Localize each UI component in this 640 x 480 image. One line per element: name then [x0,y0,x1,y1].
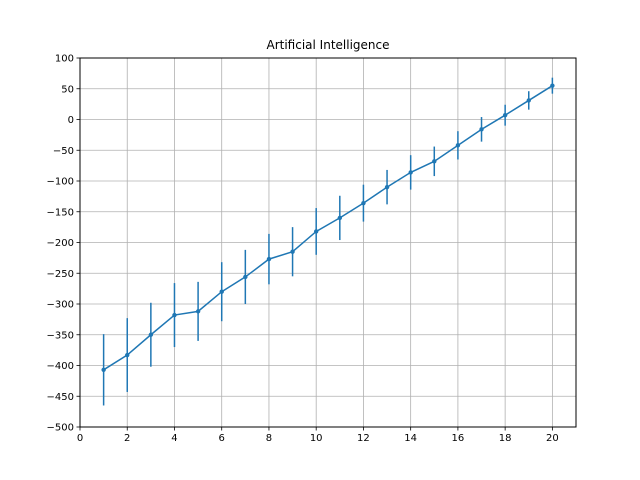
x-tick-label: 18 [499,433,512,444]
y-tick-label: −50 [53,146,74,157]
data-point [243,274,248,280]
y-tick-label: −300 [47,300,74,311]
y-tick-label: −150 [47,207,74,218]
x-tick-label: 16 [452,433,465,444]
data-point [290,249,295,254]
data-point [148,332,154,337]
data-point [101,367,106,373]
data-points [101,83,555,373]
data-point [266,256,272,262]
x-tick-label: 20 [546,433,559,444]
y-tick-label: 100 [55,54,74,65]
data-point [361,200,366,206]
y-tick-label: −500 [47,423,74,434]
series-line [103,85,553,371]
data-point [313,229,319,234]
y-tick-label: −350 [47,330,74,341]
data-point [502,112,508,118]
data-point [384,184,390,190]
data-point [337,215,343,221]
data-point [172,312,177,318]
x-tick-label: 6 [219,433,225,444]
x-tick-label: 4 [171,433,177,444]
y-tick-label: 0 [68,115,74,126]
y-tick-label: −250 [47,269,74,280]
data-point [195,309,201,314]
y-tick-label: −400 [47,361,74,372]
x-tick-label: 12 [357,433,370,444]
x-tick-label: 10 [310,433,323,444]
data-point [479,127,484,132]
data-point [550,83,555,88]
x-tick-label: 0 [77,433,83,444]
data-point [219,289,224,294]
x-tick-label: 14 [404,433,417,444]
y-tick-label: −100 [47,177,74,188]
series-line-layer [103,85,553,371]
data-point [432,159,437,164]
x-tick-label: 2 [124,433,130,444]
data-point [526,98,531,103]
data-point [125,352,130,358]
axis-ticks: 0 2 4 6 8 10 12 14 16 18 20−500−450−400−350−300−25… [47,54,559,445]
grid [79,57,576,428]
y-tick-label: −450 [47,392,74,403]
chart-title: Artificial Intelligence [267,38,390,52]
data-point [455,143,461,148]
data-point [408,170,413,175]
y-tick-label: 50 [61,84,74,95]
x-tick-label: 8 [266,433,272,444]
y-tick-label: −200 [47,238,74,249]
